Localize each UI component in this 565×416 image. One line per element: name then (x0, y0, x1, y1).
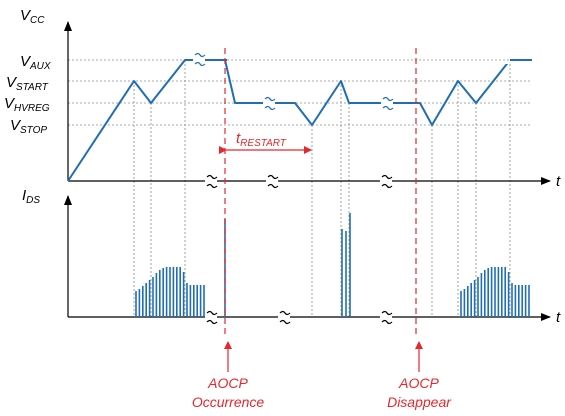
vstart-label: VSTART (6, 74, 49, 93)
ids-pulses (135, 213, 530, 317)
vcc-axis-label: VCC (20, 7, 45, 26)
aocp-disappear-label-line1: AOCP (398, 375, 439, 391)
aocp-occurrence-label-line2: Occurrence (192, 394, 265, 410)
break-top-axis-1 (205, 173, 218, 189)
break-bottom-axis-3 (380, 309, 393, 325)
level-lines (68, 59, 532, 126)
break-vcc-2 (263, 95, 276, 111)
break-vcc-1 (193, 52, 206, 68)
break-bottom-axis-2 (278, 309, 291, 325)
ids-axis-label: IDS (22, 187, 40, 206)
aocp-disappear-label-line2: Disappear (387, 394, 452, 410)
axis-break-symbols (193, 52, 394, 325)
break-bottom-axis-1 (205, 309, 218, 325)
vcc-waveform-restart (224, 59, 532, 126)
ids-time-label: t (556, 309, 561, 326)
vhvreg-label: VHVREG (4, 95, 50, 114)
break-top-axis-3 (380, 173, 393, 189)
vcc-time-label: t (556, 173, 561, 190)
break-top-axis-2 (266, 173, 279, 189)
vstop-label: VSTOP (10, 117, 47, 136)
vaux-label: VAUX (20, 53, 51, 72)
restart-interval-label: tRESTART (236, 130, 287, 149)
vcc-waveform (67, 59, 532, 182)
aocp-occurrence-label-line1: AOCP (207, 375, 248, 391)
break-vcc-3 (381, 95, 394, 111)
timing-markers (133, 60, 511, 317)
